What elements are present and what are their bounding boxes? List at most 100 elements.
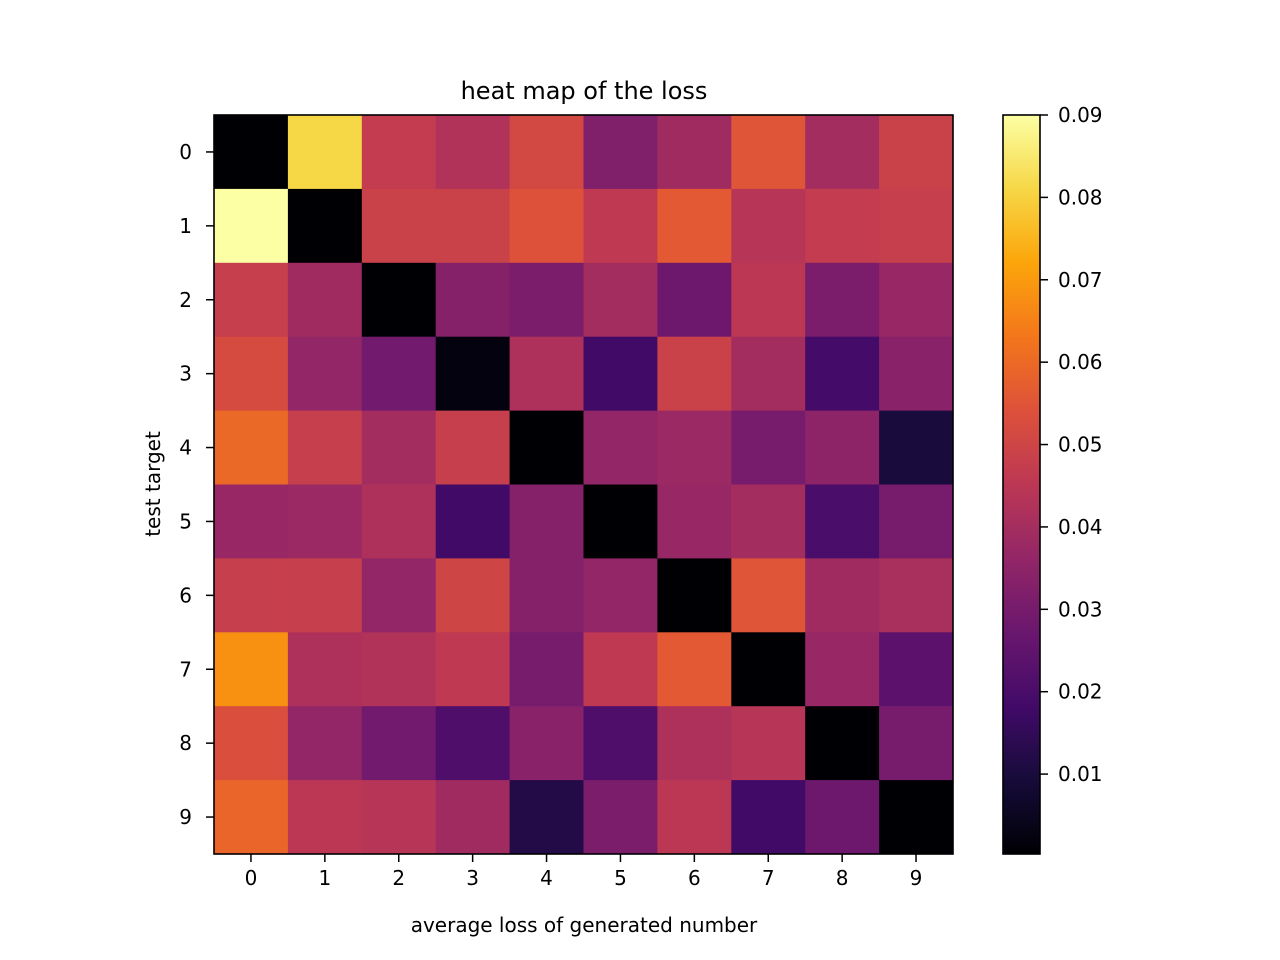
heatmap-cell-1-2	[361, 188, 437, 264]
heatmap-cell-3-9	[879, 336, 954, 412]
heatmap-cell-5-1	[287, 484, 363, 559]
y-tick-label-4: 4	[179, 436, 192, 460]
heatmap-cell-2-0	[214, 262, 289, 338]
y-tick-label-9: 9	[179, 805, 192, 829]
colorbar-tick-label-2: 0.03	[1058, 597, 1103, 621]
x-axis-label: average loss of generated number	[411, 913, 758, 937]
heatmap-cell-8-7	[731, 706, 806, 781]
y-axis-label: test target	[141, 431, 165, 537]
heatmap-cell-3-7	[731, 336, 806, 412]
heatmap-cell-7-1	[287, 632, 363, 707]
heatmap-cell-5-6	[657, 484, 732, 559]
heatmap-cell-5-3	[435, 484, 511, 559]
heatmap-cell-0-9	[879, 115, 954, 190]
heatmap-cell-3-3	[435, 336, 511, 412]
x-tick-label-7: 7	[762, 866, 775, 890]
heatmap-cell-4-3	[435, 410, 511, 485]
heatmap-cell-6-7	[731, 558, 806, 633]
heatmap-cell-3-2	[361, 336, 437, 412]
heatmap-cell-8-4	[509, 706, 584, 781]
heatmap-cell-7-6	[657, 632, 732, 707]
x-axis-ticks: 0 1 2 3 4 5 6 7 8 9	[245, 854, 923, 890]
heatmap-cell-0-6	[657, 115, 732, 190]
heatmap-cell-7-3	[435, 632, 511, 707]
heatmap-cell-2-1	[287, 262, 363, 338]
heatmap-cell-4-2	[361, 410, 437, 485]
colorbar-tick-label-7: 0.08	[1058, 185, 1103, 209]
heatmap-cell-8-5	[583, 706, 658, 781]
heatmap-cell-9-5	[583, 780, 658, 855]
heatmap-cell-8-6	[657, 706, 732, 781]
y-tick-label-3: 3	[179, 362, 192, 386]
heatmap-cell-8-1	[287, 706, 363, 781]
heatmap-cell-5-0	[214, 484, 289, 559]
heatmap-cell-6-8	[805, 558, 880, 633]
heatmap-cell-2-5	[583, 262, 658, 338]
heatmap-cell-1-8	[805, 188, 880, 264]
heatmap-cell-3-8	[805, 336, 880, 412]
heatmap-cell-5-4	[509, 484, 584, 559]
x-tick-label-5: 5	[614, 866, 627, 890]
heatmap-cell-2-4	[509, 262, 584, 338]
heatmap-cell-6-9	[879, 558, 954, 633]
heatmap-cell-6-4	[509, 558, 584, 633]
heatmap-cell-7-9	[879, 632, 954, 707]
heatmap-cell-0-5	[583, 115, 658, 190]
heatmap-cell-7-2	[361, 632, 437, 707]
heatmap-cells	[214, 115, 954, 855]
heatmap-cell-8-8	[805, 706, 880, 781]
y-tick-label-6: 6	[179, 583, 192, 607]
heatmap-cell-4-0	[214, 410, 289, 485]
heatmap-cell-7-7	[731, 632, 806, 707]
heatmap-cell-0-2	[361, 115, 437, 190]
heatmap-cell-5-9	[879, 484, 954, 559]
heatmap-cell-0-4	[509, 115, 584, 190]
heatmap-cell-8-2	[361, 706, 437, 781]
heatmap-cell-4-5	[583, 410, 658, 485]
heatmap-cell-4-4	[509, 410, 584, 485]
heatmap-cell-9-8	[805, 780, 880, 855]
colorbar	[1002, 114, 1041, 855]
heatmap-cell-9-9	[879, 780, 954, 855]
x-tick-label-6: 6	[688, 866, 701, 890]
heatmap-cell-0-8	[805, 115, 880, 190]
x-tick-label-1: 1	[318, 866, 331, 890]
plot-frame	[213, 114, 954, 855]
heatmap-cell-3-4	[509, 336, 584, 412]
heatmap-cell-9-4	[509, 780, 584, 855]
heatmap-cell-1-6	[657, 188, 732, 264]
heatmap-cell-5-5	[583, 484, 658, 559]
heatmap-cell-0-3	[435, 115, 511, 190]
heatmap-cell-5-2	[361, 484, 437, 559]
y-tick-label-0: 0	[179, 140, 192, 164]
y-axis-ticks: 0 1 2 3 4 5 6 7 8 9	[179, 140, 214, 829]
heatmap-cell-7-5	[583, 632, 658, 707]
heatmap-cell-8-9	[879, 706, 954, 781]
colorbar-tick-label-6: 0.07	[1058, 268, 1103, 292]
heatmap-cell-6-1	[287, 558, 363, 633]
colorbar-tick-label-0: 0.01	[1058, 762, 1103, 786]
heatmap-cell-1-7	[731, 188, 806, 264]
heatmap-cell-2-3	[435, 262, 511, 338]
heatmap-cell-9-7	[731, 780, 806, 855]
x-tick-label-9: 9	[910, 866, 923, 890]
heatmap-cell-9-0	[214, 780, 289, 855]
heatmap-cell-6-5	[583, 558, 658, 633]
heatmap-cell-7-0	[214, 632, 289, 707]
heatmap-cell-5-7	[731, 484, 806, 559]
colorbar-tick-label-3: 0.04	[1058, 515, 1103, 539]
colorbar-ticks: 0.01 0.02 0.03 0.04 0.05 0.06 0.07 0.08 0.09	[1040, 103, 1103, 786]
heatmap-cell-4-9	[879, 410, 954, 485]
colorbar-tick-label-1: 0.02	[1058, 680, 1103, 704]
heatmap-cell-9-2	[361, 780, 437, 855]
heatmap-cell-2-6	[657, 262, 732, 338]
y-tick-label-2: 2	[179, 288, 192, 312]
heatmap-cell-7-4	[509, 632, 584, 707]
heatmap-cell-5-8	[805, 484, 880, 559]
y-tick-label-1: 1	[179, 214, 192, 238]
heatmap-cell-3-5	[583, 336, 658, 412]
heatmap-cell-0-7	[731, 115, 806, 190]
heatmap-cell-6-2	[361, 558, 437, 633]
colorbar-tick-label-8: 0.09	[1058, 103, 1103, 127]
x-tick-label-8: 8	[836, 866, 849, 890]
